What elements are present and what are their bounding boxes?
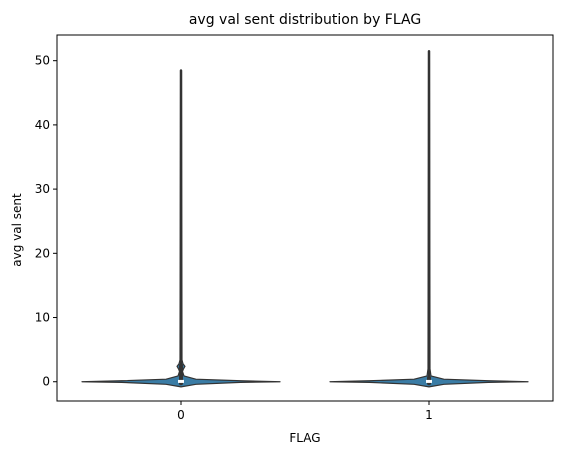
y-tick-label: 50 [35, 54, 50, 68]
violin-1-median [426, 379, 432, 383]
x-axis-label: FLAG [289, 431, 320, 445]
plot-frame [56, 34, 554, 402]
y-tick-label: 0 [42, 375, 50, 389]
violin-0-median [178, 379, 184, 383]
y-tick-label: 30 [35, 182, 50, 196]
y-tick-label: 40 [35, 118, 50, 132]
plot-area [81, 49, 529, 388]
axes: 0 10 20 30 40 50 0 1 [35, 34, 554, 422]
chart-title: avg val sent distribution by FLAG [189, 12, 421, 28]
x-tick-label: 0 [177, 408, 185, 422]
x-tick-label: 1 [425, 408, 433, 422]
y-tick-label: 20 [35, 246, 50, 260]
y-axis-label: avg val sent [10, 193, 24, 267]
y-tick-label: 10 [35, 311, 50, 325]
